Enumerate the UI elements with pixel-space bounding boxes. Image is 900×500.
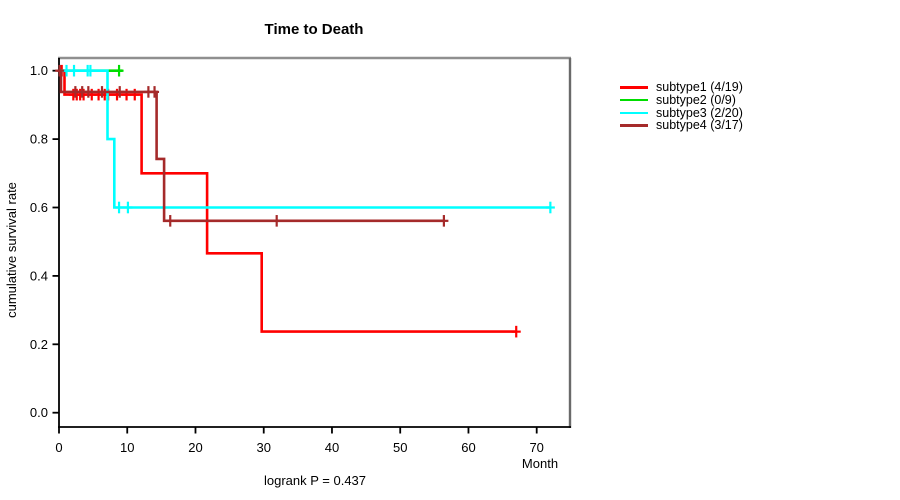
x-tick-label: 20 xyxy=(188,440,202,455)
legend-line-swatch xyxy=(620,124,648,128)
y-tick-label: 0.6 xyxy=(30,200,48,215)
x-tick-label: 50 xyxy=(393,440,407,455)
x-tick-label: 60 xyxy=(461,440,475,455)
chart-title: Time to Death xyxy=(264,21,364,38)
legend-label: subtype3 (2/20) xyxy=(656,105,743,120)
legend-label: subtype4 (3/17) xyxy=(656,118,743,133)
legend-line-swatch xyxy=(620,98,648,102)
y-tick-label: 0.4 xyxy=(30,268,48,283)
y-tick-label: 1.0 xyxy=(30,63,48,78)
legend-label: subtype1 (4/19) xyxy=(656,80,743,94)
x-tick-label: 30 xyxy=(256,440,270,455)
y-tick-label: 0.8 xyxy=(30,132,48,147)
survival-curve xyxy=(59,69,444,223)
x-tick-label: 70 xyxy=(529,440,543,455)
legend: subtype1 (4/19) subtype2 (0/9) subtype3 (2… xyxy=(620,81,743,132)
survival-curve xyxy=(59,69,517,333)
legend-item: subtype4 (3/17) xyxy=(620,119,743,132)
legend-item: subtype1 (4/19) xyxy=(620,81,743,94)
y-tick-label: 0.0 xyxy=(30,405,48,420)
x-axis-title: Month xyxy=(521,456,559,471)
survival-curve xyxy=(59,69,551,209)
legend-line-swatch xyxy=(620,111,648,115)
legend-line-swatch xyxy=(620,86,648,89)
legend-item: subtype3 (2/20) xyxy=(620,105,743,120)
logrank-annotation: logrank P = 0.437 xyxy=(263,473,367,488)
y-tick-label: 0.2 xyxy=(30,337,48,352)
legend-label: subtype2 (0/9) xyxy=(656,92,736,107)
x-tick-label: 0 xyxy=(55,440,62,455)
x-tick-label: 40 xyxy=(325,440,339,455)
x-tick-label: 10 xyxy=(120,440,134,455)
legend-item: subtype2 (0/9) xyxy=(620,92,743,107)
